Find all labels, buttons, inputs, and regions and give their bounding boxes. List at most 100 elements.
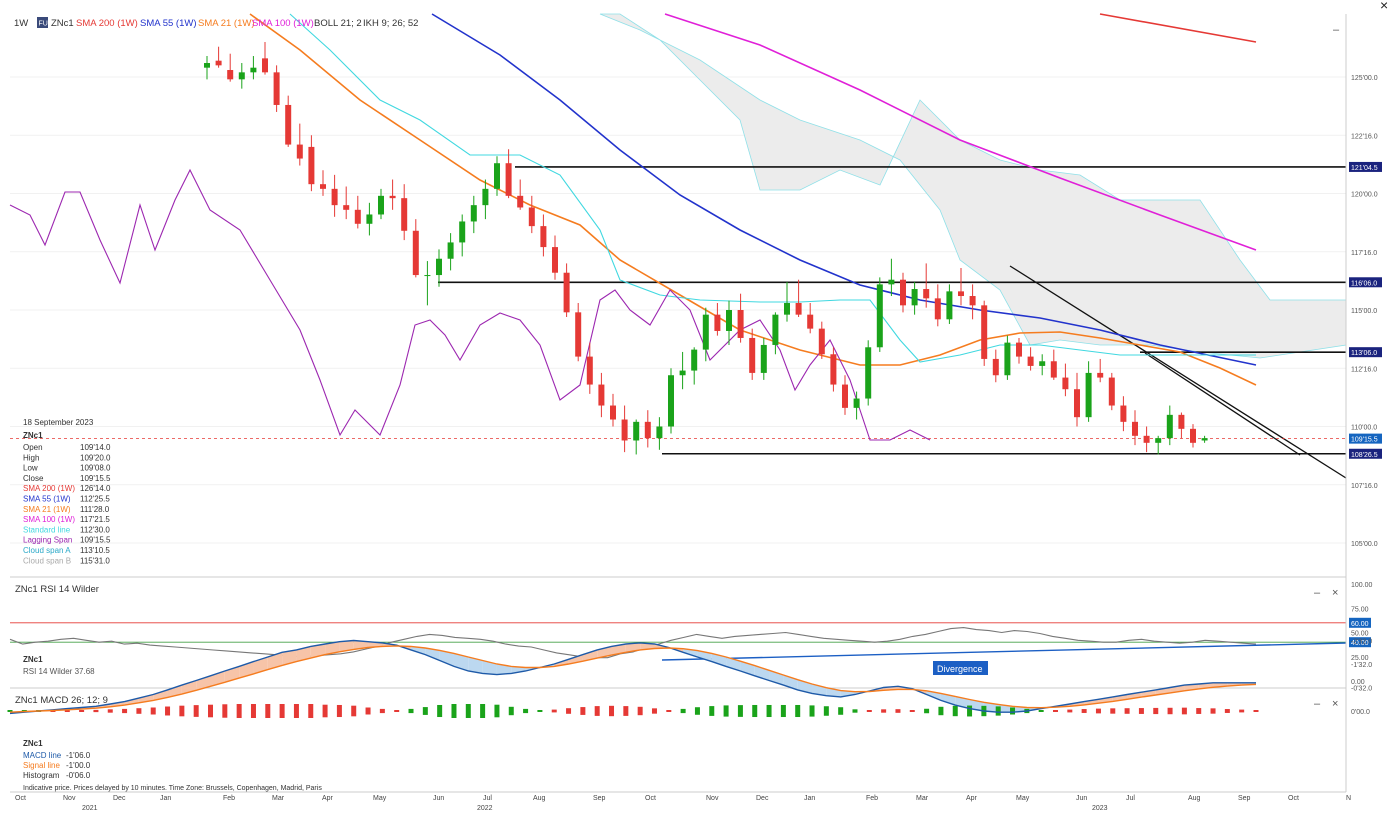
macd-fill-segment xyxy=(482,660,497,675)
lagging-span-line xyxy=(9,168,931,441)
macd-histogram-bar xyxy=(881,709,887,713)
price-panel[interactable]: 125'00.0 122'16.0 120'00.0 117'16.0 115'00.0… xyxy=(9,13,1382,576)
time-axis-month: Jun xyxy=(433,795,444,802)
time-axis-month: Aug xyxy=(533,795,546,802)
rsi-lines xyxy=(9,627,1347,661)
rsi-header: ZNc1 RSI 14 Wilder – × ZNc1 RSI 14 Wilde… xyxy=(15,584,1338,676)
macd-histogram-bar xyxy=(308,704,314,718)
macd-close-icon[interactable]: × xyxy=(1332,698,1338,710)
data-box-row-value: 126'14.0 xyxy=(80,484,111,493)
candle-body xyxy=(818,328,825,355)
macd-fill-segment xyxy=(439,650,454,667)
macd-histogram-bar xyxy=(1153,707,1159,715)
macd-title[interactable]: ZNc1 MACD 26; 12; 9 xyxy=(15,695,108,706)
macd-fill-segment xyxy=(511,666,526,674)
candle-body xyxy=(610,405,616,420)
data-box-row-label: SMA 100 (1W) xyxy=(23,515,75,524)
candle-body xyxy=(1155,438,1162,443)
data-box-row-label: Close xyxy=(23,474,44,483)
rsi-tick-label: 0.00 xyxy=(1351,679,1365,686)
study-sma55[interactable]: SMA 55 (1W) xyxy=(140,18,197,29)
candle-body xyxy=(1085,372,1092,418)
macd-minimize-icon[interactable]: – xyxy=(1314,698,1321,710)
time-axis-month: Jun xyxy=(1076,795,1087,802)
standard-line xyxy=(289,13,1256,363)
time-axis-month: Jan xyxy=(160,795,171,802)
candle-body xyxy=(598,384,605,406)
divergence-badge xyxy=(933,661,988,675)
study-boll[interactable]: BOLL 21; 2 xyxy=(314,18,362,29)
candle-body xyxy=(424,275,431,277)
symbol-badge-label: FU xyxy=(39,21,48,28)
candle-body xyxy=(702,314,709,350)
macd-histogram-bar xyxy=(136,708,142,714)
candle-body xyxy=(563,272,570,313)
symbol-label[interactable]: ZNc1 xyxy=(51,18,74,29)
candle-body xyxy=(285,104,292,145)
candle-body xyxy=(1039,361,1046,366)
candle-body xyxy=(552,247,558,273)
study-ikh[interactable]: IKH 9; 26; 52 xyxy=(363,18,418,29)
candle-body xyxy=(830,354,837,385)
macd-fill-segment xyxy=(453,653,469,672)
price-marker xyxy=(1349,347,1382,358)
candle-body xyxy=(1062,377,1069,390)
macd-histogram-bar xyxy=(1181,707,1187,715)
macd-histogram-bar xyxy=(852,709,858,713)
candle-body xyxy=(621,419,628,441)
study-sma200[interactable]: SMA 200 (1W) xyxy=(76,18,138,29)
candle-body xyxy=(749,337,756,373)
rsi-title[interactable]: ZNc1 RSI 14 Wilder xyxy=(15,584,99,595)
price-marker-label: 121'04.5 xyxy=(1351,165,1378,172)
macd-fill-segment xyxy=(353,640,369,650)
data-box-rows: Open 109'14.0 High 109'20.0 Low 109'08.0 Close… xyxy=(23,443,111,565)
rsi-panel[interactable]: 100.00 75.00 50.00 25.00 0.00 60.00 40.00 xyxy=(9,582,1373,686)
macd-symbol: ZNc1 xyxy=(23,739,43,748)
divergence-label: Divergence xyxy=(937,664,983,674)
macd-histogram-bar xyxy=(394,710,400,712)
price-marker-label: 116'06.0 xyxy=(1351,280,1377,287)
macd-panel[interactable]: 0'00.0 -0'32.0 -1'32.0 -2'32.0 xyxy=(7,639,1373,719)
macd-histogram-bar xyxy=(322,704,328,718)
candle-body xyxy=(227,70,234,80)
macd-fill-segment xyxy=(840,690,855,697)
time-axis-month: Jan xyxy=(804,795,815,802)
macd-histogram-bar xyxy=(809,705,815,717)
data-box-symbol: ZNc1 xyxy=(23,431,43,440)
candle-body xyxy=(505,163,512,196)
macd-histogram-bar xyxy=(752,704,758,718)
macd-histogram-bar xyxy=(780,704,786,718)
rsi-minimize-icon[interactable]: – xyxy=(1314,587,1321,599)
macd-histogram-bar xyxy=(895,709,901,713)
price-marker-label: 108'26.5 xyxy=(1351,452,1378,459)
time-axis-month: Mar xyxy=(272,795,285,802)
interval-label[interactable]: 1W xyxy=(14,18,28,29)
candle-body xyxy=(528,207,535,227)
macd-histogram-bar xyxy=(107,709,113,713)
macd-header: ZNc1 MACD 26; 12; 9 – × ZNc1 MACD line -… xyxy=(15,695,1338,792)
study-sma21[interactable]: SMA 21 (1W) xyxy=(198,18,255,29)
minimize-icon[interactable]: – xyxy=(1333,24,1340,36)
study-sma100[interactable]: SMA 100 (1W) xyxy=(252,18,314,29)
price-markers: 121'04.5 116'06.0 113'06.0 109'15.5 108'26.5 xyxy=(1349,161,1382,459)
macd-histogram-bar xyxy=(293,704,299,718)
macd-legend-line: MACD line xyxy=(23,751,62,760)
macd-histogram-bar xyxy=(952,705,958,717)
price-marker xyxy=(1349,161,1382,172)
macd-histogram-bar xyxy=(866,710,872,712)
close-icon[interactable]: × xyxy=(1380,0,1388,13)
time-axis-month: N xyxy=(1346,795,1351,802)
price-marker xyxy=(1349,433,1382,444)
macd-histogram-bar xyxy=(651,708,657,714)
candle-body xyxy=(1097,372,1104,378)
candle-body xyxy=(273,72,280,105)
rsi-close-icon[interactable]: × xyxy=(1332,587,1338,599)
rsi-legend: RSI 14 Wilder 37.68 xyxy=(23,667,95,676)
candle-body xyxy=(517,195,524,208)
macd-histogram-bar xyxy=(422,707,428,715)
macd-histogram-bar xyxy=(580,707,586,715)
time-axis-month: Oct xyxy=(1288,795,1299,802)
candle-body xyxy=(784,303,790,315)
candle-body xyxy=(482,188,489,206)
